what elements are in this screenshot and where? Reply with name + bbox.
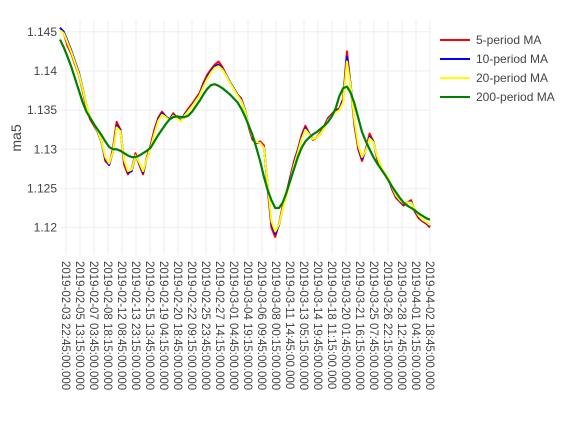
legend-label: 20-period MA — [476, 71, 548, 85]
x-tick-label: 2019-03-20 01:45:00.000 — [339, 261, 351, 390]
y-tick-label: 1.12 — [34, 221, 58, 235]
x-tick-label: 2019-02-22 09:15:00.000 — [185, 261, 197, 390]
y-tick-label: 1.135 — [27, 103, 57, 117]
legend-item[interactable]: 5-period MA — [440, 33, 541, 47]
x-tick-label: 2019-03-14 19:45:00.000 — [311, 261, 323, 390]
series-layer — [59, 27, 431, 238]
x-tick-label: 2019-02-07 03:45:00.000 — [87, 261, 99, 390]
x-tick-label: 2019-03-11 14:45:00.000 — [283, 261, 295, 389]
x-tick-label: 2019-03-01 04:45:00.000 — [227, 261, 239, 390]
series-line-3 — [59, 29, 431, 233]
y-tick-label: 1.13 — [34, 142, 58, 156]
legend-item[interactable]: 10-period MA — [440, 52, 548, 66]
x-tick-label: 2019-03-13 05:15:00.000 — [297, 261, 309, 390]
series-line-4 — [59, 39, 431, 221]
legend-label: 5-period MA — [476, 33, 541, 47]
x-tick-label: 2019-02-13 23:15:00.000 — [129, 261, 141, 390]
legend-label: 10-period MA — [476, 52, 548, 66]
x-tick-label: 2019-02-19 04:15:00.000 — [157, 261, 169, 390]
x-tick-label: 2019-02-27 14:15:00.000 — [213, 261, 225, 390]
x-tick-label: 2019-02-12 08:45:00.000 — [115, 261, 127, 390]
x-tick-label: 2019-04-02 18:45:00.000 — [423, 261, 435, 390]
x-tick-label: 2019-03-21 16:15:00.000 — [353, 261, 365, 390]
x-tick-label: 2019-03-28 12:45:00.000 — [395, 261, 407, 390]
x-tick-label: 2019-03-04 19:15:00.000 — [241, 261, 253, 390]
y-tick-label: 1.14 — [34, 64, 58, 78]
y-axis-label: ma5 — [8, 124, 24, 151]
x-tick-label: 2019-02-05 13:15:00.000 — [73, 261, 85, 390]
legend-item[interactable]: 20-period MA — [440, 71, 548, 85]
x-axis: 2019-02-03 22:45:00.000 2019-02-05 13:15:… — [59, 261, 435, 390]
x-tick-label: 2019-02-25 23:45:00.000 — [199, 261, 211, 390]
x-tick-label: 2019-02-15 13:45:00.000 — [143, 261, 155, 390]
x-tick-label: 2019-03-06 09:45:00.000 — [255, 261, 267, 390]
x-tick-label: 2019-02-03 22:45:00.000 — [59, 261, 71, 390]
legend[interactable]: 5-period MA 10-period MA 20-period MA 200-p… — [440, 33, 555, 104]
y-tick-label: 1.145 — [27, 25, 57, 39]
x-tick-label: 2019-04-01 04:15:00.000 — [409, 261, 421, 390]
y-tick-label: 1.125 — [27, 181, 57, 195]
y-axis: 1.12 1.125 1.13 1.135 1.14 1.145 — [27, 25, 57, 235]
x-tick-label: 2019-03-08 00:15:00.000 — [269, 261, 281, 390]
x-tick-label: 2019-03-18 11:15:00.000 — [325, 261, 337, 389]
x-tick-label: 2019-02-08 18:15:00.000 — [101, 261, 113, 390]
x-tick-label: 2019-03-25 07:45:00.000 — [367, 261, 379, 390]
legend-item[interactable]: 200-period MA — [440, 90, 555, 104]
x-tick-label: 2019-03-26 22:15:00.000 — [381, 261, 393, 390]
x-tick-label: 2019-02-20 18:45:00.000 — [171, 261, 183, 390]
legend-label: 200-period MA — [476, 90, 555, 104]
